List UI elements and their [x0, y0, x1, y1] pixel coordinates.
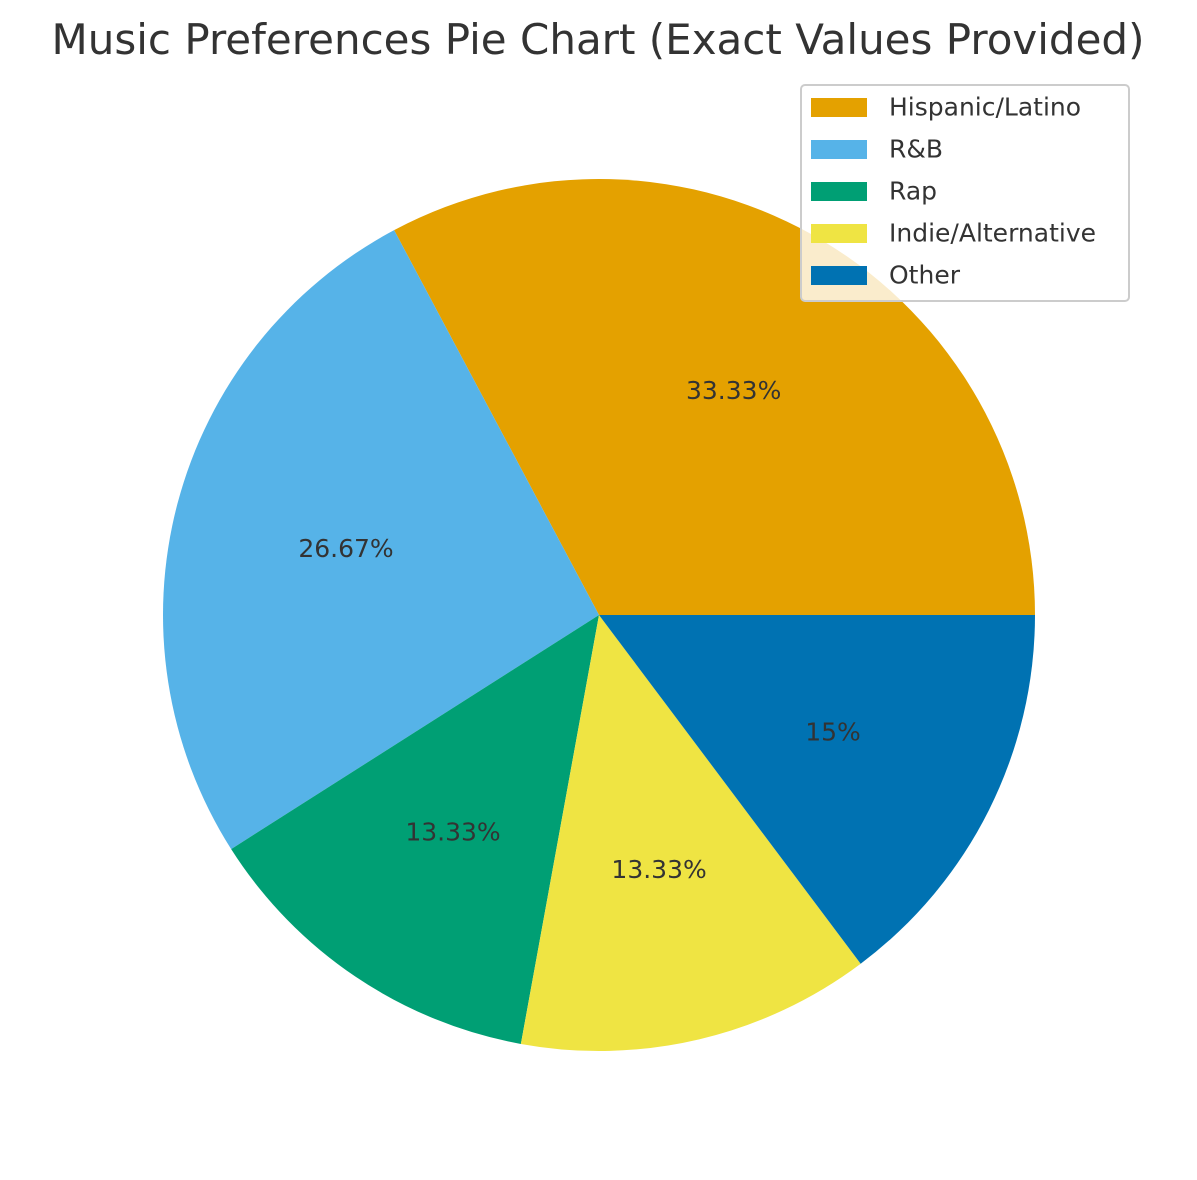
legend-swatch-indie-alternative	[811, 224, 867, 243]
slice-label-r-b: 26.67%	[298, 534, 393, 563]
chart-title: Music Preferences Pie Chart (Exact Value…	[52, 15, 1145, 64]
pie-slice-rap	[231, 615, 599, 1044]
pie-slice-indie-alternative	[520, 615, 861, 1051]
legend: Hispanic/Latino R&B Rap Indie/Alternative Ot…	[800, 84, 1130, 302]
slice-label-rap: 13.33%	[405, 818, 500, 847]
pie-slices	[163, 178, 1035, 1051]
legend-frame	[800, 84, 1130, 302]
legend-label-hispanic-latino: Hispanic/Latino	[889, 93, 1081, 122]
slice-label-indie-alternative: 13.33%	[611, 855, 706, 884]
legend-swatch-r-b	[811, 140, 867, 159]
slice-label-hispanic-latino: 33.33%	[686, 376, 781, 405]
slice-label-other: 15%	[805, 717, 861, 746]
legend-label-r-b: R&B	[889, 135, 943, 164]
legend-label-rap: Rap	[889, 177, 937, 206]
legend-swatch-rap	[811, 182, 867, 201]
legend-swatch-hispanic-latino	[811, 98, 867, 117]
legend-label-other: Other	[889, 261, 961, 290]
pie-slice-r-b	[163, 230, 600, 850]
legend-swatch-other	[811, 266, 867, 285]
pie-slice-other	[599, 615, 1035, 964]
pie-percentage-labels: 33.33% 26.67% 13.33% 13.33% 15%	[298, 376, 860, 884]
legend-label-indie-alternative: Indie/Alternative	[889, 219, 1096, 248]
